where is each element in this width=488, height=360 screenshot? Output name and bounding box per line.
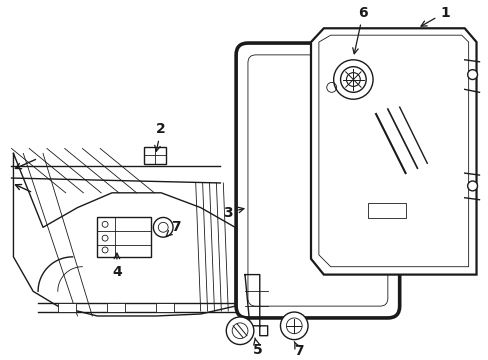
Text: 3: 3 bbox=[223, 206, 244, 220]
FancyBboxPatch shape bbox=[247, 55, 387, 306]
Bar bbox=[156, 303, 174, 312]
Bar bbox=[97, 217, 151, 257]
Bar bbox=[58, 303, 75, 312]
Circle shape bbox=[333, 60, 372, 99]
Circle shape bbox=[153, 217, 173, 237]
Circle shape bbox=[340, 67, 366, 92]
Bar bbox=[367, 203, 405, 219]
Bar bbox=[107, 303, 124, 312]
Circle shape bbox=[226, 317, 253, 345]
Text: 7: 7 bbox=[166, 220, 181, 237]
Text: 6: 6 bbox=[352, 5, 367, 54]
Bar bbox=[144, 147, 166, 164]
Text: 5: 5 bbox=[252, 338, 262, 357]
Text: 1: 1 bbox=[420, 5, 449, 26]
Circle shape bbox=[280, 312, 307, 339]
Circle shape bbox=[467, 70, 477, 80]
Polygon shape bbox=[310, 28, 475, 275]
Text: 4: 4 bbox=[112, 253, 122, 279]
Circle shape bbox=[346, 73, 360, 86]
FancyBboxPatch shape bbox=[236, 43, 399, 318]
Text: 2: 2 bbox=[154, 122, 166, 151]
Text: 7: 7 bbox=[294, 342, 304, 359]
Circle shape bbox=[467, 181, 477, 191]
